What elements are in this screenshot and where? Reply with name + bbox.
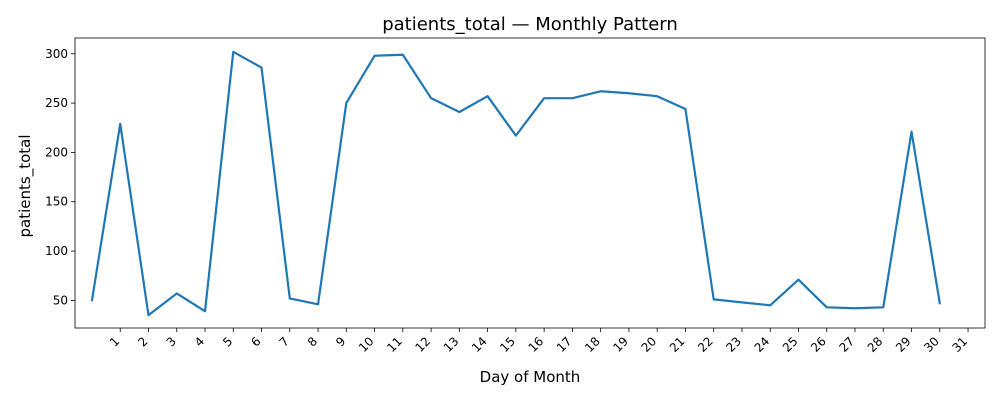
x-tick-label: 16 bbox=[526, 334, 547, 355]
x-tick-label: 11 bbox=[384, 334, 405, 355]
x-tick-label: 5 bbox=[220, 334, 235, 349]
y-tick-label: 150 bbox=[45, 195, 68, 209]
x-tick-label: 24 bbox=[752, 334, 773, 355]
x-tick-label: 15 bbox=[497, 334, 518, 355]
x-tick-label: 27 bbox=[836, 334, 857, 355]
x-tick-label: 31 bbox=[949, 334, 970, 355]
x-tick-label: 29 bbox=[893, 334, 914, 355]
x-tick-label: 6 bbox=[248, 334, 263, 349]
x-tick-label: 19 bbox=[610, 334, 631, 355]
x-tick-label: 25 bbox=[780, 334, 801, 355]
x-tick-label: 9 bbox=[333, 334, 348, 349]
y-axis-label: patients_total bbox=[16, 135, 35, 238]
chart-title: patients_total — Monthly Pattern bbox=[382, 14, 678, 35]
plot-frame bbox=[74, 37, 986, 329]
x-tick-label: 12 bbox=[413, 334, 434, 355]
x-tick-label: 10 bbox=[356, 334, 377, 355]
x-tick-label: 21 bbox=[667, 334, 688, 355]
x-tick-label: 18 bbox=[582, 334, 603, 355]
x-tick-label: 22 bbox=[695, 334, 716, 355]
x-tick-label: 23 bbox=[723, 334, 744, 355]
x-tick-label: 1 bbox=[107, 334, 122, 349]
x-tick-label: 20 bbox=[639, 334, 660, 355]
x-tick-label: 13 bbox=[441, 334, 462, 355]
x-tick-label: 28 bbox=[865, 334, 886, 355]
y-tick-label: 300 bbox=[45, 47, 68, 61]
y-tick-label: 250 bbox=[45, 96, 68, 110]
y-tick-label: 100 bbox=[45, 244, 68, 258]
x-tick-label: 3 bbox=[164, 334, 179, 349]
x-tick-label: 14 bbox=[469, 334, 490, 355]
y-tick-label: 50 bbox=[53, 293, 68, 307]
x-tick-label: 7 bbox=[277, 334, 292, 349]
x-tick-label: 30 bbox=[921, 334, 942, 355]
x-tick-label: 4 bbox=[192, 334, 207, 349]
x-tick-label: 17 bbox=[554, 334, 575, 355]
series-line bbox=[90, 50, 941, 317]
x-tick-label: 2 bbox=[135, 334, 150, 349]
x-tick-label: 26 bbox=[808, 334, 829, 355]
x-tick-label: 8 bbox=[305, 334, 320, 349]
y-tick-label: 200 bbox=[45, 145, 68, 159]
x-axis-label: Day of Month bbox=[480, 368, 581, 386]
